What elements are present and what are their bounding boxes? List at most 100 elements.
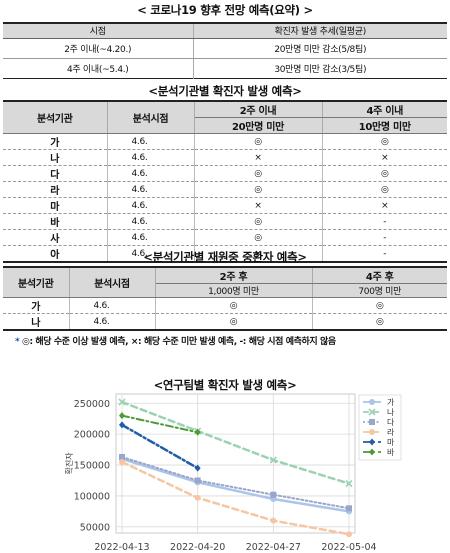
table-row: 다 4.6. ◎ ◎ [3, 165, 447, 182]
legend-label: 다 [387, 418, 395, 427]
trend-cell: 30만명 미만 감소(3/5팀) [274, 64, 367, 75]
header-4week: 4주 후 [312, 267, 447, 284]
date-cell: 4.6. [107, 245, 195, 263]
series-line-3 [121, 456, 350, 510]
org-cell: 아 [3, 245, 108, 263]
y-tick-label: 50000 [80, 522, 110, 533]
y-tick-label: 200000 [74, 430, 110, 441]
org-cell: 가 [3, 133, 108, 150]
legend-marker [369, 419, 375, 425]
2week-mark: × [194, 197, 323, 214]
date-cell: 4.6. [107, 181, 195, 198]
org-cell: 사 [3, 229, 108, 246]
2week-mark: ◎ [194, 181, 323, 198]
table-row: 아 4.6. × - [3, 245, 447, 263]
date-cell: 4.6. [107, 197, 195, 214]
table-row: 나 4.6. ◎ ◎ [3, 313, 447, 331]
x-tick-label: 2022-04-20 [170, 542, 225, 553]
series-line-6 [121, 414, 199, 434]
date-cell: 4.6. [107, 213, 195, 230]
series-point-2 [345, 480, 353, 488]
legend-marker [369, 448, 375, 456]
series-point-4 [194, 494, 201, 501]
legend-marker [369, 429, 375, 435]
series-point-3 [119, 454, 125, 461]
table-row: 마 4.6. × × [3, 197, 447, 214]
y-tick-label: 150000 [74, 461, 110, 472]
series-point-6 [119, 412, 125, 420]
header-2week-threshold: 20만명 미만 [194, 117, 323, 134]
date-cell: 4.6. [107, 149, 195, 166]
header-4week-threshold: 700명 미만 [312, 283, 447, 298]
2week-mark: ◎ [194, 165, 323, 182]
table-row: 2주 이내(~4.20.) 20만명 미만 감소(5/8팀) [3, 38, 447, 59]
series-point-5 [194, 464, 201, 472]
4week-mark: - [322, 245, 447, 263]
series-point-3 [270, 491, 277, 498]
4week-mark: ◎ [312, 313, 447, 331]
date-cell: 4.6. [107, 133, 195, 150]
cases-table-title: <분석기관별 확진자 발생 예측> [148, 84, 302, 98]
4week-mark: ◎ [312, 297, 447, 314]
2week-mark: × [194, 245, 323, 263]
summary-title: < 코로나19 향후 전망 예측(요약) > [137, 3, 313, 17]
2week-mark: ◎ [155, 297, 313, 314]
period-cell: 4주 이내(~5.4.) [3, 58, 194, 78]
header-4week: 4주 이내 [322, 101, 447, 118]
legend-label: 바 [387, 447, 395, 457]
forecast-line-chart: 50000 100000 150000 200000 250000 2022-04-13 2… [64, 393, 402, 553]
org-cell: 나 [3, 313, 70, 331]
series-point-3 [194, 477, 201, 484]
date-cell: 4.6. [69, 297, 156, 314]
legend-label: 라 [387, 428, 395, 437]
4week-mark: × [322, 149, 447, 166]
x-tick-label: 2022-04-27 [246, 542, 301, 553]
summary-table: 시점 확진자 발생 추세(일평균) 2주 이내(~4.20.) 20만명 미만 … [3, 22, 447, 79]
org-cell: 다 [3, 165, 108, 182]
series-point-4 [270, 517, 277, 524]
legend-label: 마 [387, 438, 395, 447]
legend-note: * ◎: 해당 수준 이상 발생 예측, ×: 해당 수준 미만 발생 예측, … [15, 334, 336, 347]
table-row: 사 4.6. ◎ - [3, 229, 447, 246]
series-line-5 [120, 423, 199, 470]
header-2week-threshold: 1,000명 미만 [155, 283, 313, 298]
4week-mark: ◎ [322, 181, 447, 198]
header-2week: 2주 이내 [194, 101, 323, 118]
series-point-2 [118, 398, 126, 406]
series-line-1 [120, 457, 351, 513]
header-org: 분석기관 [3, 267, 70, 298]
series-point-3 [346, 505, 352, 512]
table-row: 가 4.6. ◎ ◎ [3, 297, 447, 314]
note-text: ◎: 해당 수준 이상 발생 예측, ×: 해당 수준 미만 발생 예측, -:… [19, 337, 336, 347]
org-cell: 가 [3, 297, 70, 314]
header-4week-threshold: 10만명 미만 [322, 117, 447, 134]
4week-mark: - [322, 213, 447, 230]
header-period: 시점 [3, 23, 194, 39]
y-axis-label: 확진자 [64, 452, 74, 475]
org-cell: 라 [3, 181, 108, 198]
2week-mark: ◎ [194, 229, 323, 246]
org-cell: 나 [3, 149, 108, 166]
date-cell: 4.6. [107, 165, 195, 182]
legend-label: 나 [387, 408, 395, 417]
date-cell: 4.6. [69, 313, 156, 331]
header-2week: 2주 후 [155, 267, 313, 284]
legend-marker [368, 408, 376, 416]
summary-header-row: 시점 확진자 발생 추세(일평균) [3, 23, 447, 39]
table-row: 가 4.6. ◎ ◎ [3, 133, 447, 150]
series-line-4 [120, 460, 351, 536]
table-row: 4주 이내(~5.4.) 30만명 미만 감소(3/5팀) [3, 58, 447, 78]
series-point-2 [269, 456, 277, 464]
series-point-5 [119, 421, 125, 429]
y-tick-label: 250000 [74, 399, 110, 410]
plot-area [115, 393, 356, 534]
series-point-6 [194, 428, 201, 436]
series-point-4 [346, 531, 352, 538]
4week-mark: × [322, 197, 447, 214]
table-row: 바 4.6. ◎ - [3, 213, 447, 230]
period-cell: 2주 이내(~4.20.) [3, 38, 194, 59]
4week-mark: - [322, 229, 447, 246]
table-row: 나 4.6. × × [3, 149, 447, 166]
